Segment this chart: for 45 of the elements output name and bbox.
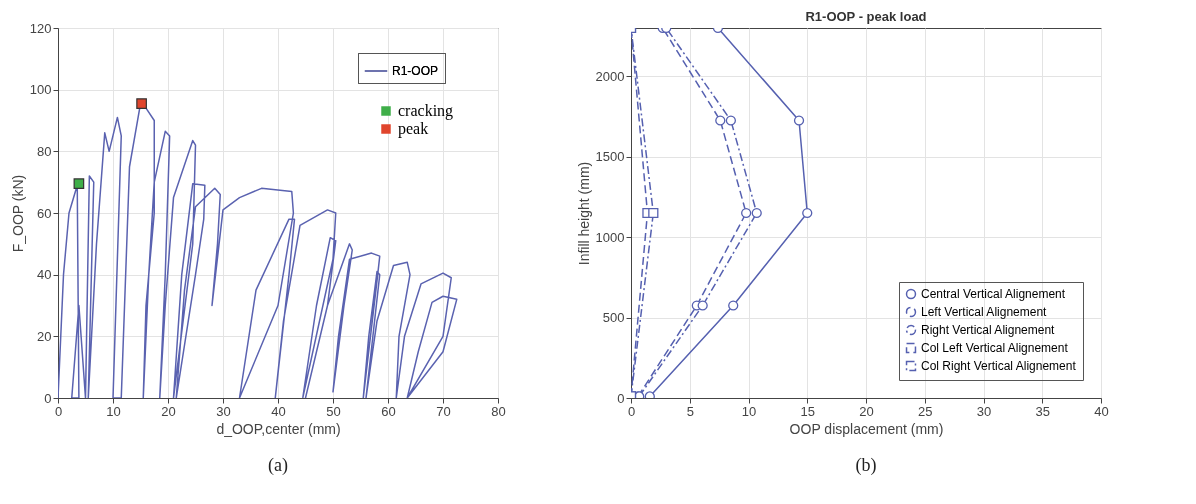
legend-label: Central Vertical Alignement bbox=[921, 287, 1066, 301]
x-tick-label: 30 bbox=[216, 403, 231, 419]
y-tick-label: 100 bbox=[29, 82, 52, 98]
legend-label: peak bbox=[398, 120, 429, 138]
legend-label: Col Right Vertical Alignement bbox=[921, 359, 1077, 373]
y-tick-label: 0 bbox=[617, 390, 625, 406]
y-tick-label: 500 bbox=[602, 310, 625, 326]
x-tick-label: 30 bbox=[976, 403, 992, 419]
text: (b) bbox=[855, 455, 877, 476]
x-tick-label: 80 bbox=[491, 403, 506, 419]
x-axis-title: OOP displacement (mm) bbox=[789, 420, 944, 437]
y-tick-label: 2000 bbox=[595, 68, 625, 84]
x-tick-label: 35 bbox=[1035, 403, 1050, 419]
x-tick-label: 25 bbox=[918, 403, 933, 419]
x-tick-label: 5 bbox=[686, 403, 694, 419]
x-tick-label: 20 bbox=[161, 403, 176, 419]
y-tick-label: 20 bbox=[37, 328, 52, 344]
legend-label: R1-OOP bbox=[392, 64, 439, 78]
x-tick-label: 15 bbox=[800, 403, 815, 419]
text: (a) bbox=[268, 455, 288, 476]
x-tick-label: 10 bbox=[106, 403, 121, 419]
legend-label: Left Vertical Alignement bbox=[921, 305, 1048, 319]
y-axis-title: Infill height (mm) bbox=[575, 161, 592, 266]
x-tick-label: 10 bbox=[741, 403, 757, 419]
x-tick-label: 40 bbox=[1094, 403, 1109, 419]
x-tick-label: 60 bbox=[381, 403, 396, 419]
legend-label: Col Left Vertical Alignement bbox=[921, 341, 1069, 355]
y-axis-title: F_OOP (kN) bbox=[9, 174, 26, 253]
y-tick-label: 120 bbox=[29, 20, 52, 36]
y-tick-label: 60 bbox=[37, 205, 52, 221]
x-tick-label: 0 bbox=[54, 403, 63, 419]
y-tick-label: 0 bbox=[44, 390, 52, 406]
legend-label: cracking bbox=[398, 102, 454, 120]
x-tick-label: 20 bbox=[859, 403, 874, 419]
x-tick-label: 50 bbox=[326, 403, 341, 419]
y-tick-label: 40 bbox=[37, 267, 52, 283]
x-axis-title: d_OOP,center (mm) bbox=[216, 420, 341, 437]
x-tick-label: 70 bbox=[436, 403, 451, 419]
chart-title: R1-OOP - peak load bbox=[805, 9, 927, 24]
legend-label: Right Vertical Alignement bbox=[921, 323, 1056, 337]
x-tick-label: 0 bbox=[627, 403, 636, 419]
x-tick-label: 40 bbox=[271, 403, 286, 419]
y-tick-label: 80 bbox=[37, 143, 52, 159]
y-tick-label: 1500 bbox=[595, 149, 625, 165]
y-tick-label: 1000 bbox=[595, 229, 625, 245]
